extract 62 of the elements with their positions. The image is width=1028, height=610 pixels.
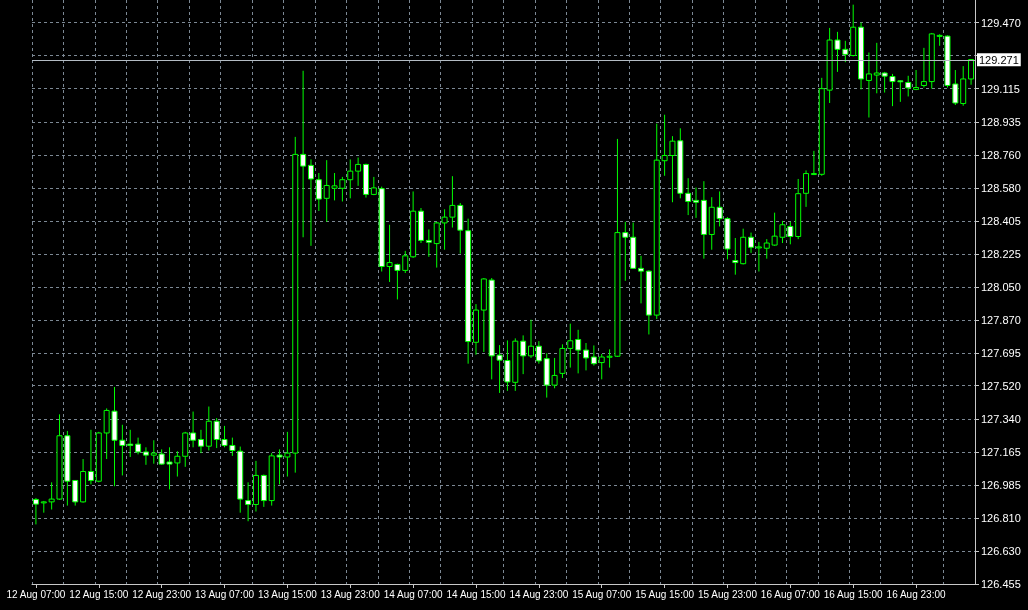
y-tick-label: 127.520 — [981, 379, 1021, 392]
candlestick — [32, 497, 39, 525]
x-tick-label: 14 Aug 23:00 — [509, 588, 569, 600]
y-tick-label: 128.050 — [981, 280, 1021, 293]
x-tick-label: 15 Aug 15:00 — [635, 588, 695, 600]
x-tick-label: 14 Aug 07:00 — [383, 588, 444, 600]
candlestick — [425, 228, 432, 258]
x-tick-label: 13 Aug 07:00 — [195, 588, 255, 600]
candlestick — [150, 439, 157, 465]
y-tick-label: 127.870 — [981, 314, 1021, 327]
y-tick-label: 128.405 — [981, 214, 1021, 227]
x-tick-label: 16 Aug 15:00 — [823, 588, 884, 600]
x-tick-label: 16 Aug 23:00 — [886, 588, 946, 600]
candlestick — [315, 172, 322, 212]
candlestick — [905, 75, 912, 97]
x-tick-label: 16 Aug 07:00 — [760, 588, 821, 600]
candlestick — [307, 158, 314, 247]
ref-line-label: 129.271 — [979, 53, 1019, 66]
candlestick — [142, 446, 149, 466]
candlestick — [575, 329, 582, 374]
y-tick-label: 129.470 — [981, 16, 1021, 29]
x-tick-label: 13 Aug 23:00 — [320, 588, 381, 600]
y-tick-label: 128.580 — [981, 182, 1021, 195]
candlestick — [865, 52, 872, 119]
x-tick-label: 12 Aug 07:00 — [6, 588, 66, 600]
x-tick-label: 14 Aug 15:00 — [446, 588, 506, 600]
candlestick — [732, 237, 739, 276]
y-tick-label: 129.115 — [981, 82, 1020, 95]
candlestick — [583, 342, 590, 371]
x-tick-label: 15 Aug 23:00 — [697, 588, 758, 600]
y-tick-label: 126.810 — [981, 511, 1021, 524]
y-tick-label: 127.340 — [981, 413, 1021, 426]
candlestick — [190, 411, 197, 448]
candlestick — [535, 340, 542, 365]
candlestick — [197, 429, 204, 454]
x-tick-label: 12 Aug 15:00 — [69, 588, 129, 600]
y-tick-label: 127.165 — [981, 445, 1021, 458]
candlestick — [245, 481, 252, 522]
y-tick-label: 126.455 — [981, 578, 1021, 590]
y-tick-label: 128.760 — [981, 148, 1021, 161]
candlestick — [693, 187, 700, 219]
y-tick-label: 126.985 — [981, 479, 1021, 492]
candlestick — [520, 334, 527, 375]
y-tick-label: 126.630 — [981, 545, 1021, 558]
x-tick-label: 15 Aug 07:00 — [572, 588, 632, 600]
x-tick-label: 12 Aug 23:00 — [132, 588, 192, 600]
y-tick-label: 127.695 — [981, 347, 1021, 360]
candlestick — [920, 47, 927, 89]
candlestick — [638, 255, 645, 304]
candlestick — [755, 241, 762, 273]
candlestick — [748, 232, 755, 254]
candlestick — [590, 344, 597, 367]
y-tick-label: 128.225 — [981, 248, 1021, 261]
candlestick — [803, 169, 810, 208]
candlestick — [355, 157, 362, 187]
candlestick — [685, 177, 692, 216]
candlestick — [810, 150, 817, 176]
y-tick-label: 128.935 — [981, 116, 1021, 129]
candlestick — [528, 319, 534, 359]
candlestick — [87, 429, 94, 485]
x-tick-label: 13 Aug 15:00 — [257, 588, 318, 600]
candlestick — [300, 70, 307, 238]
